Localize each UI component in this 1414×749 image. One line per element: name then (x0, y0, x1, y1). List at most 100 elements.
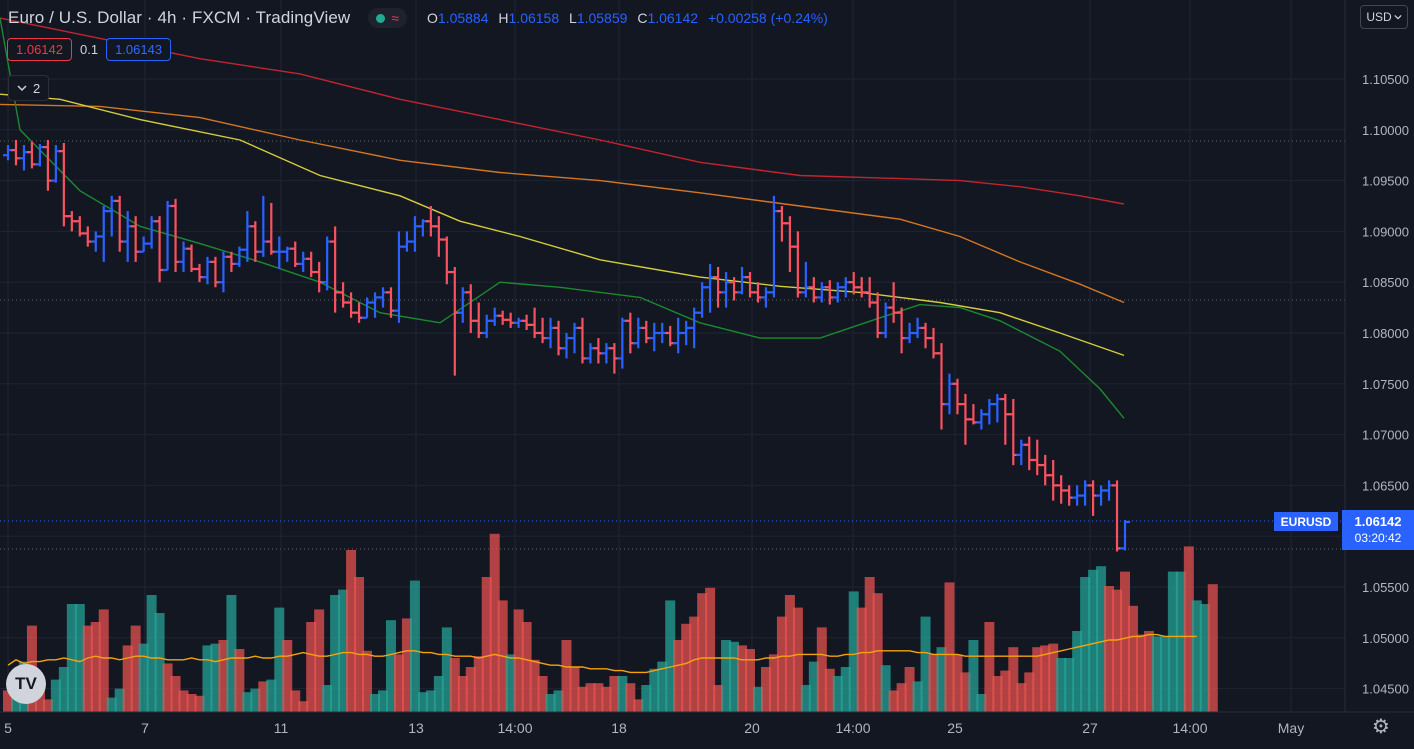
chart-header: Euro / U.S. Dollar · 4h · FXCM · Trading… (0, 0, 828, 36)
volume-bar (377, 690, 388, 712)
volume-bar (968, 640, 979, 712)
volume-bar (952, 654, 963, 712)
volume-bar (904, 667, 915, 712)
volume-bar (1056, 658, 1067, 712)
sma-fast-line (0, 17, 1125, 419)
volume-bar (752, 686, 763, 712)
volume-bar (210, 643, 221, 712)
ohlc-bar (601, 343, 612, 364)
ohlc-bar (721, 272, 732, 308)
ohlc-bar (465, 284, 476, 333)
volume-bar (138, 643, 149, 712)
y-tick-label: 1.05500 (1362, 580, 1409, 595)
ohlc-bar (90, 231, 101, 252)
ohlc-bar (497, 310, 508, 325)
ohlc-bar (745, 272, 756, 298)
volume-bar (585, 683, 596, 712)
volume-bar (657, 661, 668, 712)
ohlc-bar (713, 266, 724, 308)
volume-bar (393, 654, 404, 712)
volume-bar (1183, 546, 1194, 712)
volume-bar (449, 658, 460, 712)
ohlc-bar (314, 261, 325, 293)
y-tick-label: 1.09000 (1362, 224, 1409, 239)
volume-bar (417, 692, 428, 712)
volume-bar (306, 622, 317, 712)
ohlc-bar (481, 314, 492, 339)
ohlc-bar (377, 287, 388, 308)
y-tick-label: 1.05000 (1362, 631, 1409, 646)
ohlc-bar (976, 409, 987, 430)
ohlc-series (3, 139, 1130, 552)
volume-bar (784, 595, 795, 712)
ohlc-bar (888, 282, 899, 323)
volume-bar (880, 665, 891, 712)
volume-bar (992, 676, 1003, 712)
ohlc-bar (298, 251, 309, 273)
ohlc-bar (42, 139, 53, 191)
volume-bar (226, 595, 237, 712)
ohlc-bar (1104, 480, 1115, 501)
volume-bar (1151, 636, 1162, 712)
ohlc-bar (577, 317, 588, 364)
ohlc-bar (385, 287, 396, 318)
high-value: 1.06158 (508, 10, 560, 26)
volume-bar (673, 640, 684, 712)
ohlc-bar (936, 343, 947, 430)
low-label: L (569, 10, 577, 26)
volume-bar (1016, 683, 1027, 712)
ohlc-bar (537, 317, 548, 344)
volume-bar (34, 686, 45, 712)
ohlc-bar (3, 145, 13, 161)
ohlc-bar (18, 145, 29, 171)
volume-bar (146, 595, 157, 712)
volume-bar (609, 676, 620, 712)
volume-bar (242, 692, 253, 712)
volume-bar (697, 593, 708, 712)
volume-bar (1096, 566, 1107, 712)
tradingview-logo-icon[interactable]: TV (6, 664, 46, 704)
ohlc-bar (673, 317, 684, 354)
ohlc-bar (1040, 454, 1051, 486)
volume-bar (840, 667, 851, 712)
volume-bar (705, 587, 716, 712)
market-status[interactable]: ≈ (368, 8, 407, 28)
y-tick-label: 1.08500 (1362, 275, 1409, 290)
volume-bar (816, 627, 827, 712)
volume-bar (1104, 586, 1115, 712)
volume-bar (82, 625, 93, 712)
spread-value: 0.1 (80, 42, 99, 57)
volume-bar (1024, 672, 1035, 712)
volume-bar (729, 641, 740, 712)
ohlc-bar (856, 277, 867, 298)
ohlc-bar (760, 287, 771, 308)
volume-bar (1032, 647, 1043, 712)
volume-bar (976, 694, 987, 712)
buy-button[interactable]: 1.06143 (106, 38, 172, 61)
volume-bar (362, 650, 373, 712)
sell-button[interactable]: 1.06142 (7, 38, 72, 61)
ohlc-bar (1096, 485, 1107, 506)
volume-bar (162, 663, 173, 712)
symbol-title[interactable]: Euro / U.S. Dollar · 4h · FXCM · Trading… (8, 8, 351, 27)
ohlc-bar (306, 251, 317, 278)
volume-bar (90, 622, 101, 712)
volume-bar (1127, 605, 1138, 712)
status-wave-icon: ≈ (391, 10, 399, 26)
collapse-chevron-icon (17, 85, 27, 92)
ohlc-bar (984, 399, 995, 425)
ohlc-bar (824, 280, 835, 305)
indicators-toggle-button[interactable]: 2 (8, 75, 50, 101)
currency-button[interactable]: USD (1360, 5, 1408, 29)
volume-bar (1064, 658, 1075, 712)
ohlc-bar (122, 211, 133, 262)
settings-gear-icon[interactable]: ⚙ (1372, 716, 1390, 738)
volume-bar (1159, 636, 1170, 712)
volume-bar (1040, 645, 1051, 712)
volume-bar (106, 697, 117, 712)
ohlc-bar (114, 195, 125, 252)
volume-bar (505, 654, 516, 712)
volume-bar (681, 623, 692, 712)
x-tick-label: 14:00 (835, 720, 870, 736)
